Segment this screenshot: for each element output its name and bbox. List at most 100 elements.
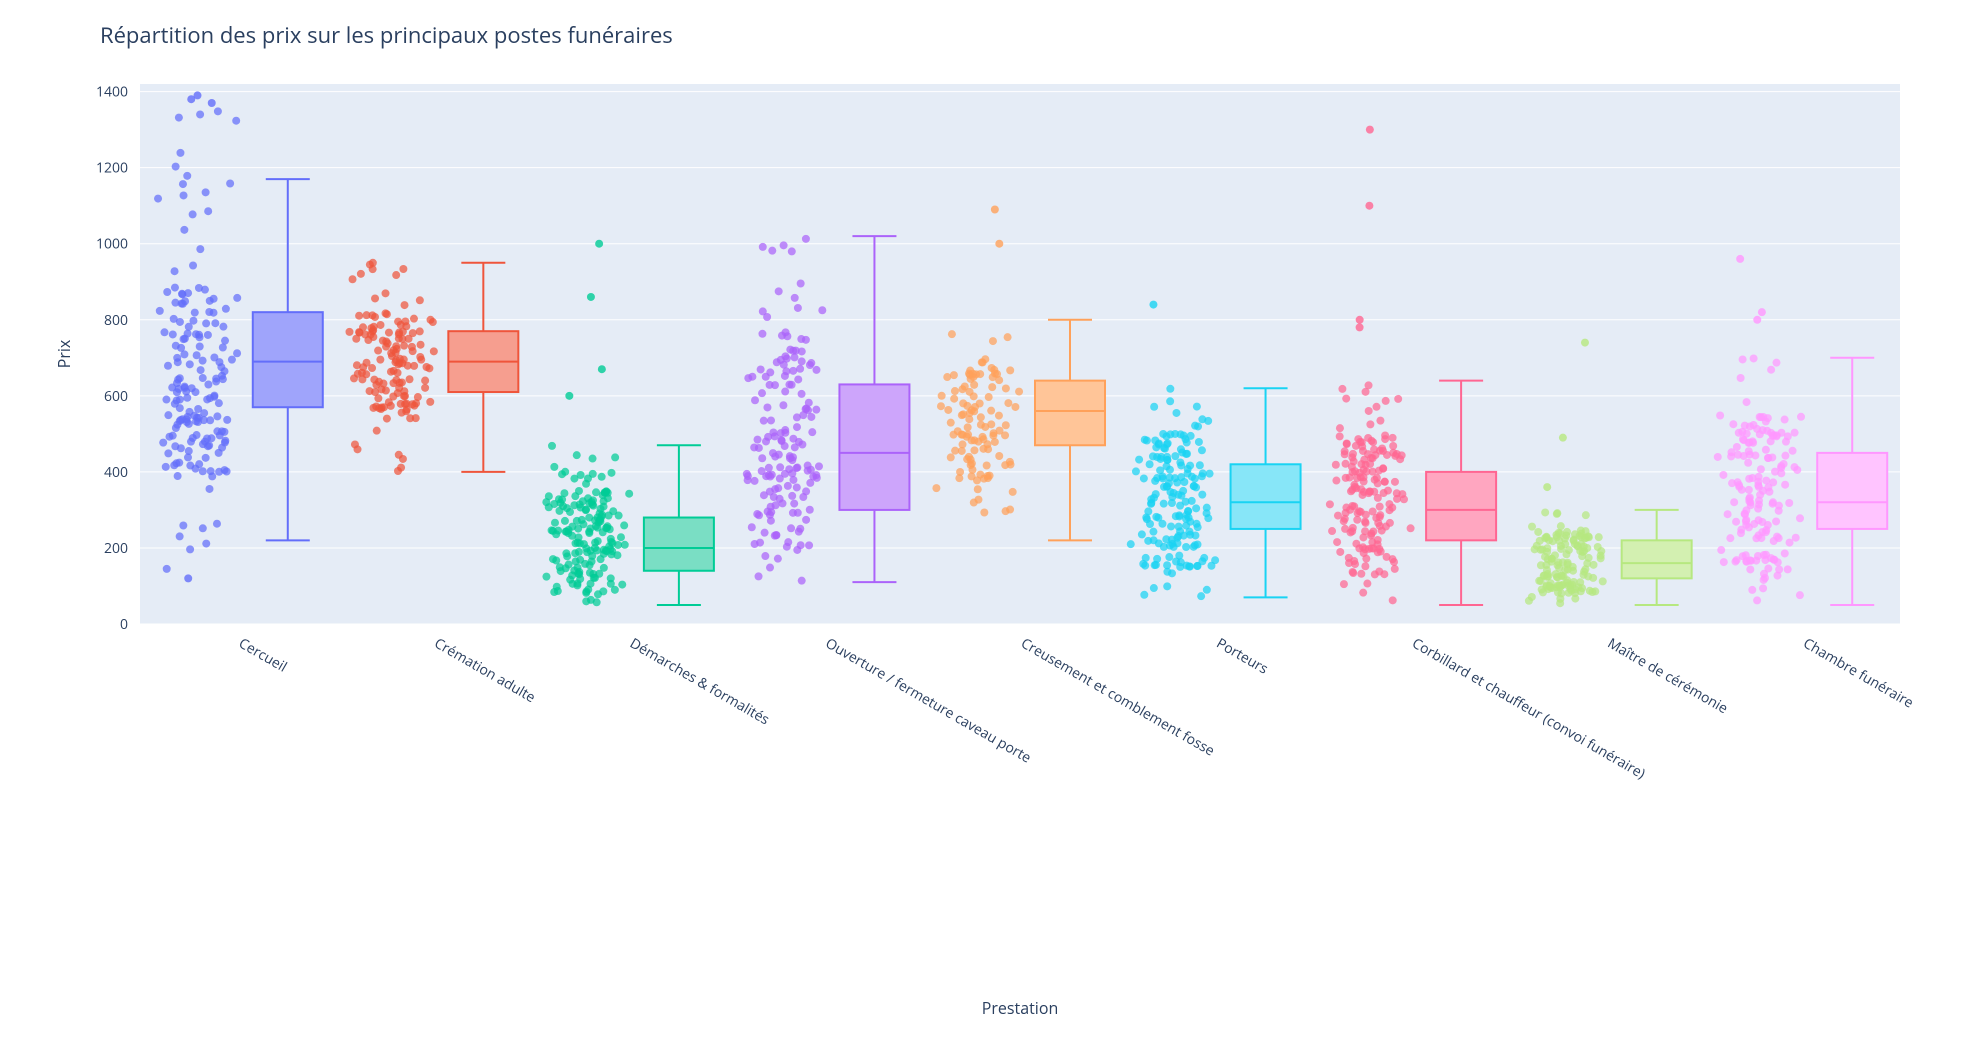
scatter-point <box>754 436 762 444</box>
scatter-point <box>379 337 387 345</box>
scatter-point <box>989 337 997 345</box>
scatter-point <box>1538 586 1546 594</box>
scatter-point <box>549 555 557 563</box>
scatter-point <box>1348 486 1356 494</box>
scatter-point <box>196 245 204 253</box>
scatter-point <box>572 557 580 565</box>
scatter-point <box>357 270 365 278</box>
scatter-point <box>1375 545 1383 553</box>
scatter-point <box>976 399 984 407</box>
outlier-point <box>1753 316 1761 324</box>
scatter-point <box>764 433 772 441</box>
scatter-point <box>202 454 210 462</box>
scatter-point <box>774 555 782 563</box>
scatter-point <box>394 389 402 397</box>
y-tick-label: 600 <box>104 387 128 406</box>
scatter-point <box>944 406 952 414</box>
scatter-point <box>1372 403 1380 411</box>
outlier-point <box>1356 323 1364 331</box>
scatter-point <box>802 516 810 524</box>
scatter-point <box>1781 549 1789 557</box>
scatter-point <box>199 357 207 365</box>
scatter-point <box>1345 554 1353 562</box>
scatter-point <box>171 299 179 307</box>
scatter-point <box>1381 478 1389 486</box>
scatter-point <box>802 405 810 413</box>
scatter-point <box>183 172 191 180</box>
scatter-point <box>1346 473 1354 481</box>
scatter-point <box>1359 533 1367 541</box>
scatter-point <box>374 347 382 355</box>
scatter-point <box>744 476 752 484</box>
scatter-point <box>751 396 759 404</box>
scatter-point <box>1211 556 1219 564</box>
scatter-point <box>1762 446 1770 454</box>
scatter-point <box>806 479 814 487</box>
scatter-point <box>387 349 395 357</box>
scatter-point <box>1743 398 1751 406</box>
scatter-point <box>1186 462 1194 470</box>
scatter-point <box>781 470 789 478</box>
scatter-point <box>1368 544 1376 552</box>
scatter-point <box>797 279 805 287</box>
scatter-point <box>1186 518 1194 526</box>
scatter-point <box>1353 516 1361 524</box>
scatter-point <box>772 501 780 509</box>
scatter-point <box>542 573 550 581</box>
scatter-point <box>575 487 583 495</box>
scatter-point <box>1144 537 1152 545</box>
scatter-point <box>1733 556 1741 564</box>
scatter-point <box>204 331 212 339</box>
scatter-point <box>553 583 561 591</box>
scatter-point <box>794 304 802 312</box>
scatter-point <box>164 411 172 419</box>
scatter-point <box>776 463 784 471</box>
scatter-point <box>179 300 187 308</box>
scatter-point <box>802 235 810 243</box>
scatter-point <box>978 358 986 366</box>
scatter-point <box>159 439 167 447</box>
scatter-point <box>550 500 558 508</box>
scatter-point <box>1184 507 1192 515</box>
scatter-point <box>1190 482 1198 490</box>
scatter-point <box>1407 524 1415 532</box>
scatter-point <box>807 413 815 421</box>
scatter-point <box>182 415 190 423</box>
scatter-point <box>1758 528 1766 536</box>
scatter-point <box>1149 452 1157 460</box>
scatter-point <box>1741 422 1749 430</box>
scatter-point <box>594 537 602 545</box>
scatter-point <box>559 502 567 510</box>
scatter-point <box>1762 477 1770 485</box>
box <box>1817 453 1887 529</box>
scatter-point <box>210 392 218 400</box>
scatter-point <box>401 392 409 400</box>
scatter-point <box>1528 593 1536 601</box>
boxplot-chart: 0200400600800100012001400PrixCercueilCré… <box>40 64 1920 1024</box>
scatter-point <box>1336 424 1344 432</box>
scatter-point <box>781 429 789 437</box>
scatter-point <box>417 341 425 349</box>
scatter-point <box>1348 527 1356 535</box>
scatter-point <box>191 309 199 317</box>
scatter-point <box>788 381 796 389</box>
scatter-point <box>1727 452 1735 460</box>
scatter-point <box>995 376 1003 384</box>
scatter-point <box>621 541 629 549</box>
y-axis-label: Prix <box>53 339 75 368</box>
scatter-point <box>984 445 992 453</box>
x-tick-label: Creusement et comblement fosse <box>1018 634 1219 761</box>
scatter-point <box>1581 565 1589 573</box>
scatter-point <box>783 355 791 363</box>
scatter-point <box>208 472 216 480</box>
scatter-point <box>596 509 604 517</box>
scatter-point <box>191 465 199 473</box>
scatter-point <box>1374 536 1382 544</box>
x-tick-label: Ouverture / fermeture caveau porte <box>822 634 1035 768</box>
scatter-point <box>1374 479 1382 487</box>
scatter-point <box>1004 399 1012 407</box>
scatter-point <box>1534 528 1542 536</box>
scatter-point <box>1768 453 1776 461</box>
scatter-point <box>1346 506 1354 514</box>
scatter-point <box>1754 505 1762 513</box>
